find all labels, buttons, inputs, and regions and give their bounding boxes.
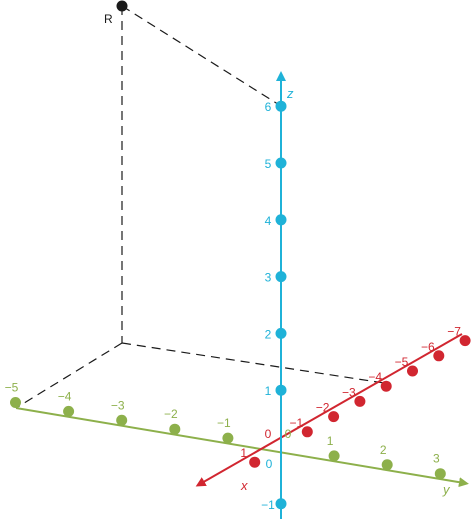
y-tick-3-marker (434, 468, 446, 480)
y-tick-neg1-marker (222, 432, 234, 444)
z-tick-3-label: 3 (265, 271, 272, 285)
z-axis-name: z (286, 86, 294, 101)
z-tick-3-marker (275, 271, 287, 283)
z-tick-6-marker (275, 100, 287, 112)
y-tick-neg3-label: −3 (111, 398, 125, 412)
x-tick-neg7-marker (459, 335, 471, 347)
y-tick-2-marker (381, 459, 393, 471)
y-tick-3-label: 3 (433, 452, 440, 466)
y-tick-neg2-marker (169, 423, 181, 435)
y-axis-name: y (442, 482, 451, 497)
y-tick-neg3-marker (116, 414, 128, 426)
z-tick-neg1-label: −1 (261, 498, 275, 512)
x-tick-neg1-marker (301, 426, 313, 438)
x-axis-ticks: 10−1−2−3−4−5−6−7 (240, 325, 471, 468)
x-tick-neg1-label: −1 (289, 416, 303, 430)
y-tick-neg4-marker (63, 405, 75, 417)
z-tick-neg1-marker (275, 498, 287, 510)
y-tick-1-label: 1 (327, 434, 334, 448)
y-tick-neg2-label: −2 (164, 407, 178, 421)
x-tick-neg2-label: −2 (316, 401, 330, 415)
z-tick-5-marker (275, 157, 287, 169)
dash-base-to-x (121, 342, 385, 384)
y-tick-0-label: 0 (285, 427, 292, 441)
x-tick-neg5-marker (407, 365, 418, 377)
z-tick-6-label: 6 (265, 100, 272, 114)
y-tick-neg5-label: −5 (5, 381, 19, 395)
x-axis-name: x (240, 478, 248, 493)
point-r-marker (116, 0, 128, 12)
z-tick-4-label: 4 (265, 214, 272, 228)
x-tick-neg4-label: −4 (368, 370, 382, 384)
z-tick-5-label: 5 (265, 157, 272, 171)
z-axis-ticks: −1 0 1 2 3 4 5 6 (261, 100, 287, 512)
x-axis-line (195, 333, 463, 487)
y-tick-neg4-label: −4 (58, 389, 72, 403)
y-axis-line (15, 407, 469, 488)
y-tick-neg5-marker (10, 397, 21, 408)
x-tick-1-marker (249, 456, 261, 468)
x-tick-neg7-label: −7 (447, 325, 461, 339)
y-tick-neg1-label: −1 (217, 416, 231, 430)
z-tick-1-marker (275, 384, 287, 396)
dash-base-to-y (15, 342, 123, 409)
y-tick-2-label: 2 (380, 443, 387, 457)
x-tick-neg3-marker (354, 395, 366, 407)
z-tick-2-label: 2 (265, 327, 272, 341)
z-tick-4-marker (275, 214, 287, 226)
x-tick-neg3-label: −3 (342, 385, 356, 399)
point-r-label: R (104, 12, 113, 26)
x-tick-neg4-marker (380, 380, 392, 392)
y-axis-ticks: −5−4−3−2−10 123 (5, 381, 446, 480)
x-tick-neg6-marker (433, 350, 445, 362)
y-tick-1-marker (328, 450, 340, 462)
x-tick-neg6-label: −6 (421, 340, 435, 354)
z-tick-2-marker (275, 327, 287, 339)
x-tick-neg2-marker (328, 411, 340, 423)
x-tick-1-label: 1 (240, 446, 247, 460)
dash-r-to-z (121, 5, 282, 107)
x-tick-0-label: 0 (265, 427, 272, 441)
construction-lines (15, 5, 385, 409)
z-tick-1-label: 1 (265, 384, 272, 398)
x-tick-neg5-label: −5 (395, 355, 409, 369)
z-tick-0-label: 0 (266, 457, 273, 471)
